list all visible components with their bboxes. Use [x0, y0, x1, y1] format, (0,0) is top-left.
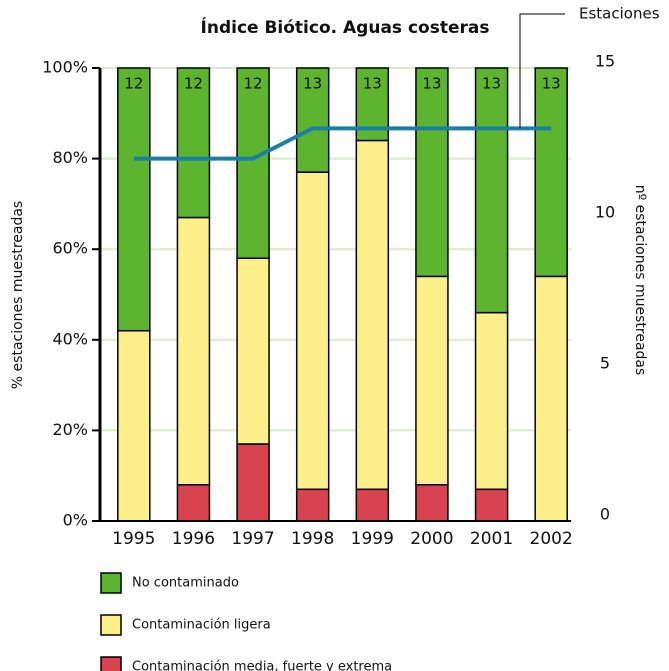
- line-series: [133, 126, 552, 161]
- x-tick-label: 1999: [351, 529, 394, 549]
- station-count-label: 13: [363, 75, 382, 93]
- y2-tick-label: 10: [595, 203, 615, 222]
- y-axis-label: % estaciones muestreadas: [10, 201, 26, 389]
- bar-segment: [355, 139, 390, 491]
- x-tick-label: 2001: [470, 529, 513, 549]
- bar-segment: [236, 257, 270, 445]
- legend-label: Contaminación ligera: [132, 618, 271, 633]
- bar-segment: [295, 67, 330, 173]
- station-count-label: 12: [184, 75, 203, 93]
- y-tick-label: 100%: [42, 58, 88, 77]
- station-count-label: 13: [542, 75, 561, 93]
- legend-swatch: [100, 572, 122, 594]
- x-tick-label: 2000: [410, 529, 453, 549]
- x-tick-label: 2002: [530, 529, 573, 549]
- bar-segment: [295, 488, 330, 522]
- y-tick-label: 80%: [52, 148, 88, 167]
- station-count-label: 13: [303, 75, 322, 93]
- chart-title: Índice Biótico. Aguas costeras: [201, 16, 490, 38]
- y2-tick-label: 15: [595, 52, 615, 71]
- x-tick-label: 1995: [112, 529, 155, 549]
- station-count-label: 12: [124, 75, 143, 93]
- station-count-label: 12: [244, 75, 263, 93]
- station-count-label: 13: [422, 75, 441, 93]
- bar-segment: [176, 484, 211, 522]
- bar-segment: [117, 67, 151, 332]
- annotation: Estaciones: [579, 5, 660, 23]
- bar-segment: [176, 216, 211, 486]
- x-tick-label: 1996: [172, 529, 215, 549]
- annotation-leader: [519, 13, 565, 129]
- legend-label: Contaminación media, fuerte y extrema: [132, 660, 392, 671]
- bar-segment: [236, 443, 270, 522]
- bar-segment: [534, 275, 568, 522]
- bar-segment: [415, 484, 449, 522]
- bar-segment: [474, 67, 509, 314]
- x-tick-label: 1998: [291, 529, 334, 549]
- legend-swatch: [100, 656, 122, 671]
- y2-tick-label: 0: [600, 505, 610, 524]
- bar-segment: [534, 67, 568, 278]
- bar-segment: [415, 275, 449, 486]
- y-tick-label: 20%: [52, 420, 88, 439]
- y-tick-label: 40%: [52, 329, 88, 348]
- bar-segment: [176, 67, 211, 219]
- bar-segment: [355, 488, 390, 522]
- legend-label: No contaminado: [132, 576, 239, 591]
- y2-tick-label: 5: [600, 354, 610, 373]
- bar-segment: [474, 311, 509, 491]
- bar-segment: [236, 67, 270, 260]
- station-count-label: 13: [482, 75, 501, 93]
- bar-segment: [415, 67, 449, 278]
- bar-segment: [117, 329, 151, 522]
- bar-segment: [474, 488, 509, 522]
- legend-swatch: [100, 614, 122, 636]
- x-tick-label: 1997: [231, 529, 274, 549]
- y2-axis-label: nº estaciones muestreadas: [632, 185, 648, 376]
- y-tick-label: 60%: [52, 239, 88, 258]
- bar-segment: [295, 171, 330, 491]
- y-tick-label: 0%: [63, 511, 88, 530]
